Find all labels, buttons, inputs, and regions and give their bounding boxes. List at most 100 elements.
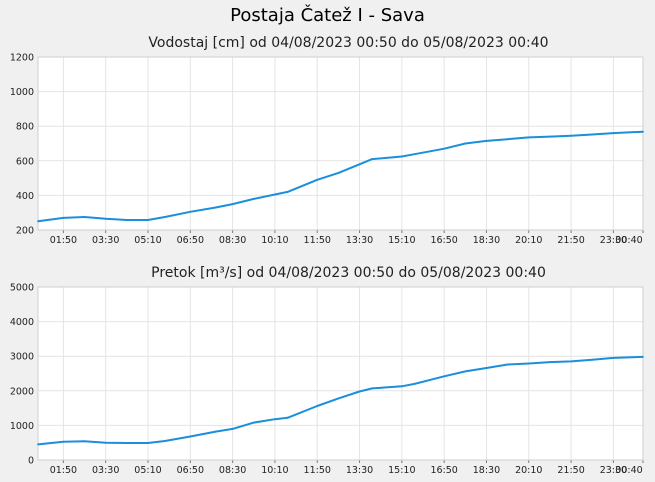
data-point (443, 147, 446, 150)
data-point (62, 217, 65, 219)
data-point (189, 210, 192, 213)
data-point (164, 440, 166, 442)
plot-border (37, 56, 644, 231)
x-tick-label: 11:50 (304, 465, 331, 476)
data-point (642, 356, 644, 358)
data-point (274, 418, 276, 421)
y-tick-label: 800 (16, 122, 34, 133)
data-point (337, 172, 340, 174)
x-tick-label: 23:30 (600, 235, 627, 246)
y-tick-label: 400 (16, 191, 34, 202)
page-title: Postaja Čatež I - Sava (230, 5, 425, 26)
data-point (591, 133, 594, 136)
x-tick-label: 18:30 (473, 235, 500, 246)
x-tick-label: 03:30 (92, 235, 119, 246)
x-tick-label: 23:30 (600, 465, 627, 476)
x-tick-label: 00:40 (615, 465, 642, 476)
data-point (147, 442, 149, 444)
data-point (413, 383, 416, 385)
x-tick-label: 16:50 (430, 235, 457, 246)
data-point (83, 440, 86, 443)
data-point (337, 397, 340, 400)
data-point (252, 421, 255, 424)
data-point (316, 178, 319, 181)
data-point (274, 193, 276, 196)
data-point (570, 360, 572, 363)
data-point (400, 385, 403, 388)
data-point (125, 219, 128, 221)
plot-border (37, 286, 644, 461)
y-tick-label: 2000 (10, 386, 34, 397)
data-point (642, 130, 644, 133)
x-tick-label: 08:30 (219, 235, 246, 246)
chart-title: Pretok [m³/s] od 04/08/2023 00:50 do 05/… (151, 265, 546, 281)
x-tick-label: 10:10 (261, 465, 288, 476)
data-point (485, 367, 488, 369)
data-point (37, 220, 39, 223)
data-point (443, 375, 446, 378)
data-point (189, 435, 192, 438)
data-point (506, 363, 509, 366)
x-tick-label: 05:10 (134, 235, 161, 246)
data-point (400, 155, 403, 158)
x-tick-label: 00:40 (615, 235, 642, 246)
data-point (464, 142, 467, 145)
data-point (371, 387, 374, 390)
x-tick-label: 13:30 (346, 235, 373, 246)
x-tick-label: 06:50 (177, 465, 204, 476)
x-tick-label: 18:30 (473, 465, 500, 476)
x-tick-label: 21:50 (557, 465, 584, 476)
x-tick-label: 08:30 (219, 465, 246, 476)
data-point (62, 440, 65, 443)
x-tick-label: 05:10 (134, 465, 161, 476)
data-point (164, 216, 166, 218)
data-point (316, 405, 319, 407)
data-point (358, 163, 361, 166)
data-point (506, 138, 509, 141)
data-point (612, 357, 615, 359)
data-point (37, 443, 39, 446)
x-tick-label: 16:50 (430, 465, 457, 476)
data-point (358, 390, 361, 393)
data-point (570, 134, 572, 137)
data-point (527, 136, 530, 139)
data-point (464, 370, 467, 373)
data-point (214, 430, 217, 433)
data-point (104, 441, 107, 444)
data-point (231, 203, 234, 206)
data-point (125, 442, 128, 444)
data-point (286, 191, 289, 193)
y-tick-label: 5000 (10, 283, 34, 294)
data-point (231, 428, 234, 430)
data-point (83, 216, 86, 218)
data-point (612, 132, 615, 135)
data-point (147, 219, 149, 221)
x-tick-label: 21:50 (557, 235, 584, 246)
x-tick-label: 01:50 (50, 465, 77, 476)
data-point (214, 206, 217, 209)
x-tick-label: 06:50 (177, 235, 204, 246)
y-tick-label: 1000 (10, 87, 34, 98)
data-point (485, 140, 488, 142)
chart-title: Vodostaj [cm] od 04/08/2023 00:50 do 05/… (148, 35, 548, 51)
x-tick-label: 20:10 (515, 465, 542, 476)
data-point (549, 361, 551, 363)
y-tick-label: 200 (16, 226, 34, 237)
plot-area (38, 287, 643, 460)
data-point (104, 217, 107, 220)
data-point (527, 362, 530, 365)
x-tick-label: 11:50 (304, 235, 331, 246)
y-tick-label: 1000 (10, 421, 34, 432)
x-tick-label: 01:50 (50, 235, 77, 246)
data-point (413, 153, 416, 156)
x-tick-label: 10:10 (261, 235, 288, 246)
data-point (252, 198, 255, 200)
y-tick-label: 3000 (10, 352, 34, 363)
data-point (549, 135, 551, 138)
y-tick-label: 1200 (10, 53, 34, 64)
y-tick-label: 0 (28, 456, 34, 467)
x-tick-label: 15:10 (388, 235, 415, 246)
x-tick-label: 15:10 (388, 465, 415, 476)
y-tick-label: 4000 (10, 317, 34, 328)
